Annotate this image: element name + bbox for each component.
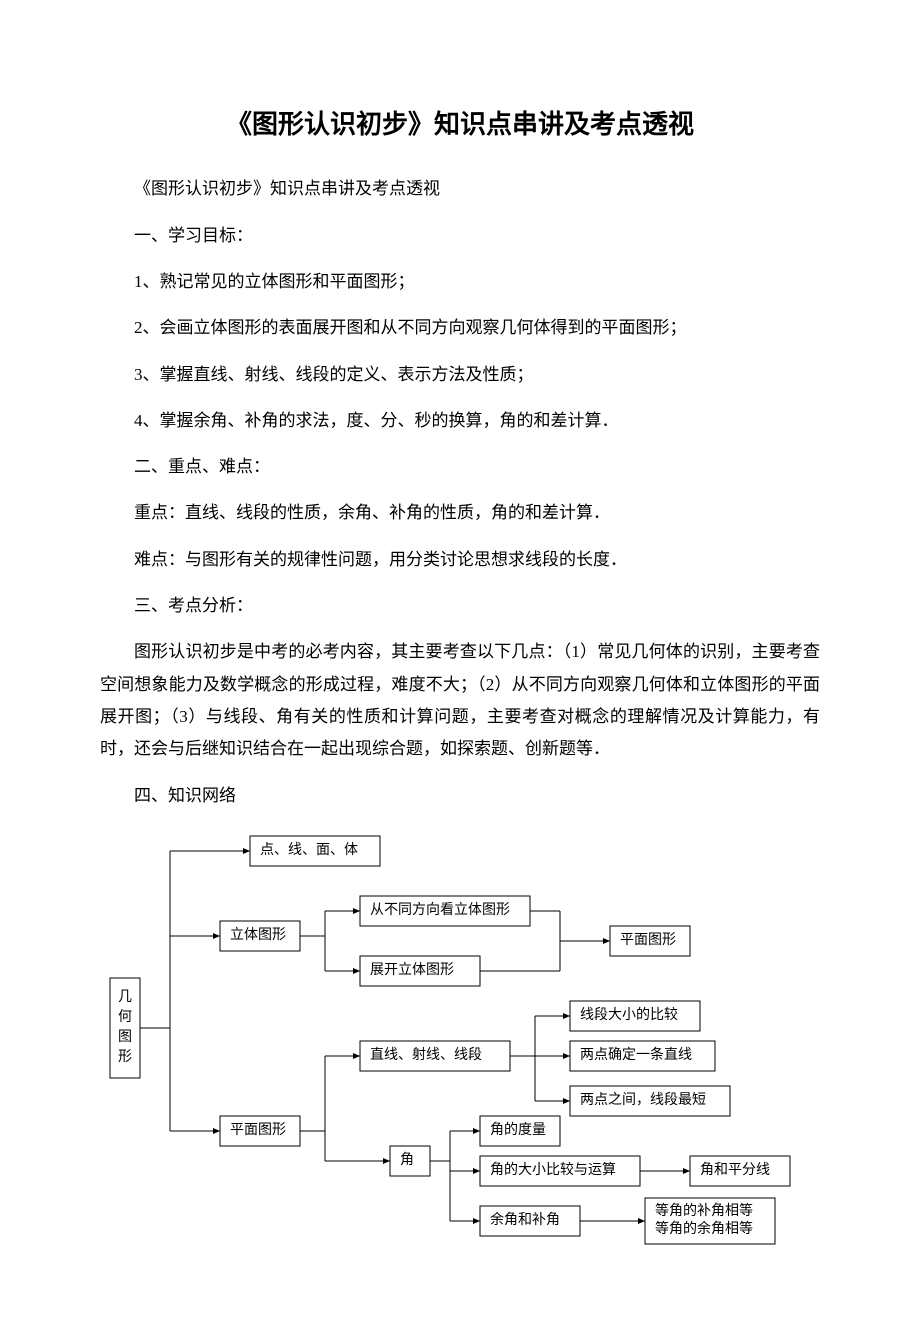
svg-text:两点确定一条直线: 两点确定一条直线 (580, 1046, 692, 1063)
svg-text:几: 几 (118, 990, 132, 1005)
svg-text:直线、射线、线段: 直线、射线、线段 (370, 1046, 482, 1063)
svg-text:角和平分线: 角和平分线 (700, 1162, 770, 1178)
svg-text:角的度量: 角的度量 (490, 1122, 546, 1138)
svg-text:点、线、面、体: 点、线、面、体 (260, 842, 358, 858)
sec1-heading: 一、学习目标： (100, 220, 820, 252)
page-title: 《图形认识初步》知识点串讲及考点透视 (100, 100, 820, 149)
svg-text:角的大小比较与运算: 角的大小比较与运算 (490, 1162, 616, 1178)
svg-text:两点之间，线段最短: 两点之间，线段最短 (580, 1092, 706, 1108)
svg-text:展开立体图形: 展开立体图形 (370, 962, 454, 978)
svg-text:平面图形: 平面图形 (230, 1122, 286, 1138)
sec1-p1: 1、熟记常见的立体图形和平面图形； (100, 266, 820, 298)
sec2-heading: 二、重点、难点： (100, 451, 820, 483)
sec3-heading: 三、考点分析： (100, 590, 820, 622)
svg-text:余角和补角: 余角和补角 (490, 1211, 560, 1228)
svg-text:角: 角 (400, 1152, 414, 1168)
sec2-p1: 重点：直线、线段的性质，余角、补角的性质，角的和差计算． (100, 497, 820, 529)
svg-text:等角的余角相等: 等角的余角相等 (655, 1220, 753, 1237)
svg-text:立体图形: 立体图形 (230, 927, 286, 943)
svg-text:何: 何 (118, 1009, 132, 1025)
sec2-p2: 难点：与图形有关的规律性问题，用分类讨论思想求线段的长度． (100, 544, 820, 576)
svg-text:从不同方向看立体图形: 从不同方向看立体图形 (370, 902, 510, 918)
svg-text:等角的补角相等: 等角的补角相等 (655, 1202, 753, 1219)
sec4-heading: 四、知识网络 (100, 780, 820, 812)
sec1-p4: 4、掌握余角、补角的求法，度、分、秒的换算，角的和差计算． (100, 405, 820, 437)
knowledge-tree-diagram: 几何图形点、线、面、体立体图形平面图形从不同方向看立体图形展开立体图形平面图形直… (100, 826, 820, 1266)
sec1-p3: 3、掌握直线、射线、线段的定义、表示方法及性质； (100, 359, 820, 391)
sec1-p2: 2、会画立体图形的表面展开图和从不同方向观察几何体得到的平面图形； (100, 312, 820, 344)
svg-text:线段大小的比较: 线段大小的比较 (580, 1007, 678, 1023)
sec3-body: 图形认识初步是中考的必考内容，其主要考查以下几点：（1）常见几何体的识别，主要考… (100, 636, 820, 765)
svg-text:形: 形 (118, 1049, 132, 1065)
subtitle-line: 《图形认识初步》知识点串讲及考点透视 (100, 173, 820, 205)
svg-text:平面图形: 平面图形 (620, 932, 676, 948)
svg-text:图: 图 (118, 1030, 132, 1045)
